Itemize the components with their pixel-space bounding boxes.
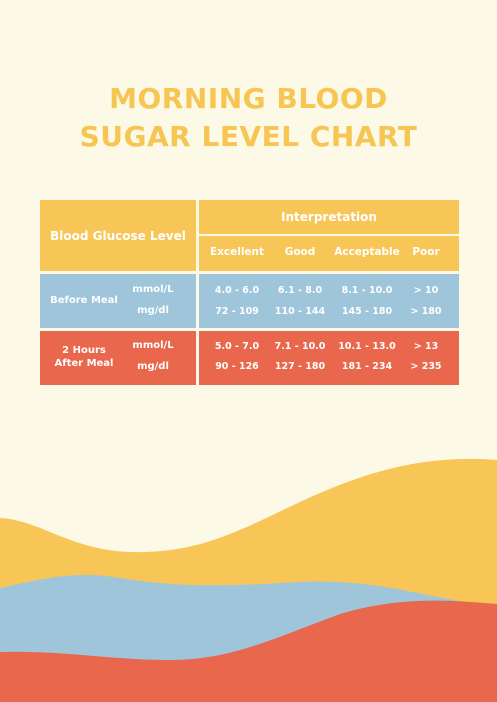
value-cell: 90 - 126 xyxy=(215,361,259,372)
value-cell: 4.0 - 6.0 xyxy=(214,285,260,296)
page-title: MORNING BLOOD SUGAR LEVEL CHART xyxy=(0,80,497,156)
value-cell: 145 - 180 xyxy=(341,306,393,317)
value-cell: 7.1 - 10.0 xyxy=(274,341,326,352)
value-cell: 5.0 - 7.0 xyxy=(214,341,260,352)
value-cell: 110 - 144 xyxy=(274,306,326,317)
value-cell: 72 - 109 xyxy=(215,306,259,317)
value-cell: > 13 xyxy=(413,341,439,352)
value-cell: > 180 xyxy=(410,306,442,317)
unit-mgdl: mg/dl xyxy=(137,361,169,372)
value-cell: 6.1 - 8.0 xyxy=(277,285,323,296)
row-after-meal-label-line1: 2 Hours xyxy=(62,345,106,356)
title-line-2: SUGAR LEVEL CHART xyxy=(79,120,418,153)
row-before-meal-values-cell xyxy=(199,274,459,328)
value-cell: > 235 xyxy=(410,361,442,372)
header-interpretation-label: Interpretation xyxy=(281,210,377,224)
header-interpretation: Interpretation xyxy=(199,200,459,234)
header-left-label: Blood Glucose Level xyxy=(50,228,186,243)
row-after-meal-label-line2: After Meal xyxy=(54,358,114,369)
row-before-meal-label: Before Meal xyxy=(50,295,118,306)
unit-mmol: mmol/L xyxy=(132,340,174,351)
header-columns xyxy=(199,236,459,271)
column-poor: Poor xyxy=(412,246,440,258)
value-cell: 181 - 234 xyxy=(341,361,393,372)
row-after-meal-values-cell xyxy=(199,331,459,385)
row-before-meal-label-cell xyxy=(40,274,196,328)
column-acceptable: Acceptable xyxy=(334,246,400,258)
unit-mmol: mmol/L xyxy=(132,284,174,295)
column-good: Good xyxy=(284,246,316,258)
column-excellent: Excellent xyxy=(209,246,265,258)
header-blood-glucose-level: Blood Glucose Level xyxy=(40,200,196,271)
value-cell: > 10 xyxy=(413,285,439,296)
value-cell: 10.1 - 13.0 xyxy=(338,341,396,352)
value-cell: 127 - 180 xyxy=(274,361,326,372)
row-after-meal-label-cell xyxy=(40,331,196,385)
value-cell: 8.1 - 10.0 xyxy=(341,285,393,296)
title-line-1: MORNING BLOOD xyxy=(109,82,388,115)
unit-mgdl: mg/dl xyxy=(137,305,169,316)
decorative-waves xyxy=(0,458,497,702)
red-wave xyxy=(0,600,497,702)
